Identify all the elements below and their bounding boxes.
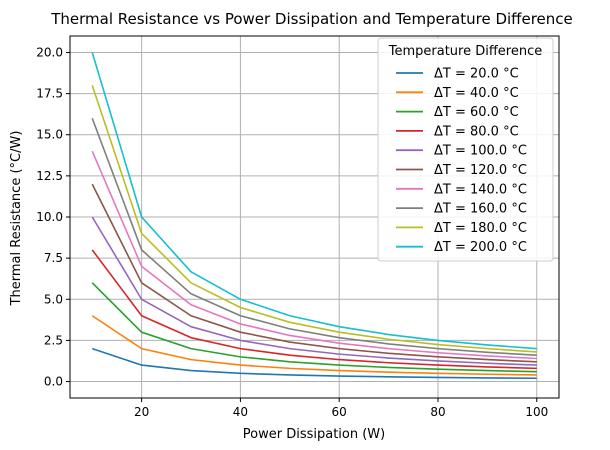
y-tick-label: 2.5 <box>44 333 63 347</box>
x-tick-label: 40 <box>233 405 248 419</box>
x-tick-label: 60 <box>332 405 347 419</box>
legend-label: ΔT = 60.0 °C <box>434 105 519 120</box>
series-line <box>91 216 537 366</box>
y-tick-label: 7.5 <box>44 251 63 265</box>
series-lines <box>91 52 537 380</box>
x-tick-label: 100 <box>525 405 548 419</box>
legend-label: ΔT = 40.0 °C <box>434 86 519 101</box>
x-tick-label: 80 <box>430 405 445 419</box>
legend: Temperature Difference ΔT = 20.0 °CΔT = … <box>377 37 554 262</box>
legend-label: ΔT = 120.0 °C <box>434 163 527 178</box>
series-line <box>91 249 537 370</box>
y-tick-label: 17.5 <box>36 87 63 101</box>
series-line <box>91 347 537 380</box>
y-axis-ticks: 0.0 2.5 5.0 7.5 10.0 12.5 15.0 17.5 20.0 <box>36 45 70 389</box>
y-axis-label: Thermal Resistance (°C/W) <box>9 131 24 307</box>
y-tick-label: 12.5 <box>36 169 63 183</box>
legend-title: Temperature Difference <box>388 44 543 59</box>
series-line <box>91 52 537 350</box>
series-line <box>91 183 537 363</box>
series-line <box>91 117 537 357</box>
legend-label: ΔT = 140.0 °C <box>434 182 527 197</box>
legend-box <box>377 37 554 262</box>
y-tick-label: 15.0 <box>36 128 63 142</box>
y-tick-label: 20.0 <box>36 45 63 59</box>
y-tick-label: 10.0 <box>36 210 63 224</box>
legend-items: ΔT = 20.0 °C ΔT = 40.0 °C ΔT = 60.0 °C ΔT =… <box>396 67 527 255</box>
legend-label: ΔT = 100.0 °C <box>434 144 527 159</box>
chart-title: Thermal Resistance vs Power Dissipation … <box>50 10 573 28</box>
series-line <box>91 282 537 373</box>
x-axis-ticks: 20 40 60 80 100 <box>134 398 548 419</box>
series-line <box>91 315 537 376</box>
legend-label: ΔT = 20.0 °C <box>434 67 519 82</box>
x-tick-label: 20 <box>134 405 149 419</box>
x-axis-label: Power Dissipation (W) <box>243 427 385 442</box>
series-line <box>91 150 537 360</box>
legend-label: ΔT = 80.0 °C <box>434 124 519 139</box>
y-tick-label: 5.0 <box>44 292 63 306</box>
legend-label: ΔT = 200.0 °C <box>434 240 527 255</box>
y-tick-label: 0.0 <box>44 375 63 389</box>
legend-label: ΔT = 180.0 °C <box>434 221 527 236</box>
series-line <box>91 85 537 353</box>
legend-label: ΔT = 160.0 °C <box>434 202 527 217</box>
